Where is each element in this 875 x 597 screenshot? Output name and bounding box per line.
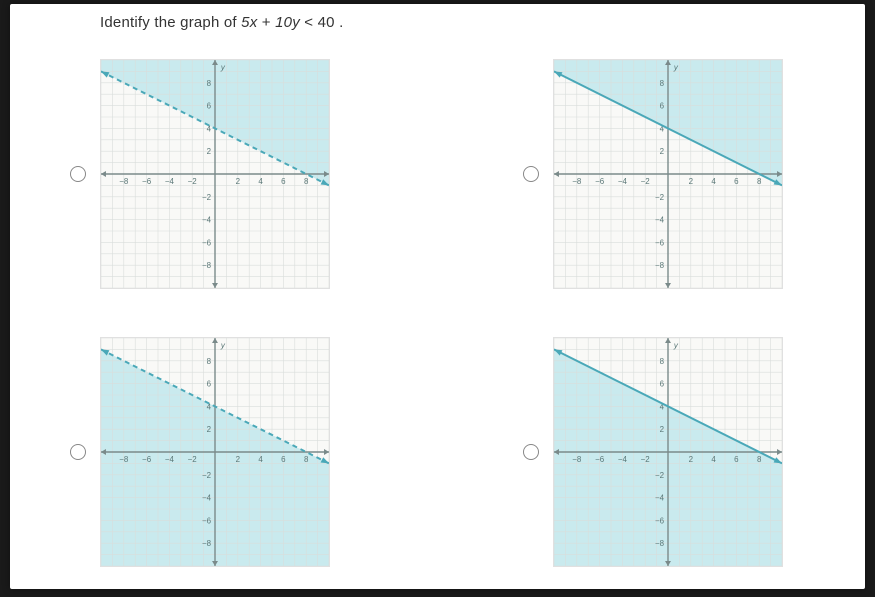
svg-text:−2: −2 <box>202 471 211 480</box>
svg-text:−8: −8 <box>119 455 129 464</box>
svg-text:−4: −4 <box>202 216 212 225</box>
graph-d: −8−8−6−6−4−4−2−222446688y <box>553 337 783 567</box>
options-grid: −8−8−6−6−4−4−2−222446688y −8−8−6−6−4−4−2… <box>10 37 865 589</box>
svg-text:2: 2 <box>659 425 663 434</box>
radio-b[interactable] <box>523 166 539 182</box>
svg-text:−4: −4 <box>654 216 664 225</box>
svg-text:−4: −4 <box>165 177 175 186</box>
svg-text:2: 2 <box>207 425 211 434</box>
radio-d[interactable] <box>523 444 539 460</box>
svg-text:6: 6 <box>207 380 212 389</box>
question-prefix: Identify the graph of 5x + 10y < 40 . <box>100 14 343 31</box>
radio-c[interactable] <box>70 444 86 460</box>
svg-text:6: 6 <box>207 102 212 111</box>
graph-b: −8−8−6−6−4−4−2−222446688y <box>553 59 783 289</box>
svg-text:8: 8 <box>207 357 212 366</box>
svg-text:−2: −2 <box>188 455 197 464</box>
svg-text:−8: −8 <box>202 539 212 548</box>
svg-text:−4: −4 <box>617 177 627 186</box>
svg-text:−4: −4 <box>617 455 627 464</box>
svg-text:4: 4 <box>711 177 716 186</box>
option-c[interactable]: −8−8−6−6−4−4−2−222446688y <box>70 319 373 585</box>
svg-text:−8: −8 <box>572 455 582 464</box>
svg-text:−6: −6 <box>142 177 152 186</box>
svg-text:4: 4 <box>711 455 716 464</box>
svg-text:−2: −2 <box>654 471 663 480</box>
svg-text:2: 2 <box>688 455 692 464</box>
svg-text:2: 2 <box>236 455 240 464</box>
question-page: Identify the graph of 5x + 10y < 40 . −8… <box>10 4 865 589</box>
svg-text:6: 6 <box>281 455 286 464</box>
svg-text:6: 6 <box>734 177 739 186</box>
svg-text:−4: −4 <box>165 455 175 464</box>
svg-text:−6: −6 <box>142 455 152 464</box>
graph-c: −8−8−6−6−4−4−2−222446688y <box>100 337 330 567</box>
svg-text:−8: −8 <box>654 261 664 270</box>
option-b[interactable]: −8−8−6−6−4−4−2−222446688y <box>523 41 826 307</box>
svg-text:8: 8 <box>659 79 664 88</box>
svg-text:−6: −6 <box>654 516 664 525</box>
svg-text:8: 8 <box>659 357 664 366</box>
svg-text:−2: −2 <box>640 177 649 186</box>
svg-text:−6: −6 <box>595 177 605 186</box>
svg-text:8: 8 <box>756 455 761 464</box>
svg-text:6: 6 <box>281 177 286 186</box>
radio-a[interactable] <box>70 166 86 182</box>
svg-text:−6: −6 <box>202 238 212 247</box>
svg-text:2: 2 <box>236 177 240 186</box>
svg-text:8: 8 <box>304 177 309 186</box>
option-d[interactable]: −8−8−6−6−4−4−2−222446688y <box>523 319 826 585</box>
svg-text:−4: −4 <box>202 494 212 503</box>
svg-text:4: 4 <box>258 455 263 464</box>
svg-text:−2: −2 <box>188 177 197 186</box>
svg-text:−2: −2 <box>202 193 211 202</box>
svg-text:−6: −6 <box>202 516 212 525</box>
svg-text:2: 2 <box>688 177 692 186</box>
svg-text:−8: −8 <box>572 177 582 186</box>
svg-text:−6: −6 <box>595 455 605 464</box>
graph-a: −8−8−6−6−4−4−2−222446688y <box>100 59 330 289</box>
svg-text:−8: −8 <box>654 539 664 548</box>
question-text: Identify the graph of 5x + 10y < 40 . <box>10 4 865 37</box>
svg-text:2: 2 <box>659 147 663 156</box>
svg-text:4: 4 <box>207 402 212 411</box>
svg-text:6: 6 <box>659 102 664 111</box>
svg-text:−2: −2 <box>640 455 649 464</box>
svg-text:−8: −8 <box>202 261 212 270</box>
svg-text:8: 8 <box>207 79 212 88</box>
svg-text:−2: −2 <box>654 193 663 202</box>
svg-text:6: 6 <box>659 380 664 389</box>
svg-text:4: 4 <box>207 124 212 133</box>
svg-text:8: 8 <box>304 455 309 464</box>
svg-text:−4: −4 <box>654 494 664 503</box>
svg-text:−6: −6 <box>654 238 664 247</box>
option-a[interactable]: −8−8−6−6−4−4−2−222446688y <box>70 41 373 307</box>
svg-text:8: 8 <box>756 177 761 186</box>
svg-text:6: 6 <box>734 455 739 464</box>
svg-text:4: 4 <box>258 177 263 186</box>
svg-text:2: 2 <box>207 147 211 156</box>
svg-text:−8: −8 <box>119 177 129 186</box>
